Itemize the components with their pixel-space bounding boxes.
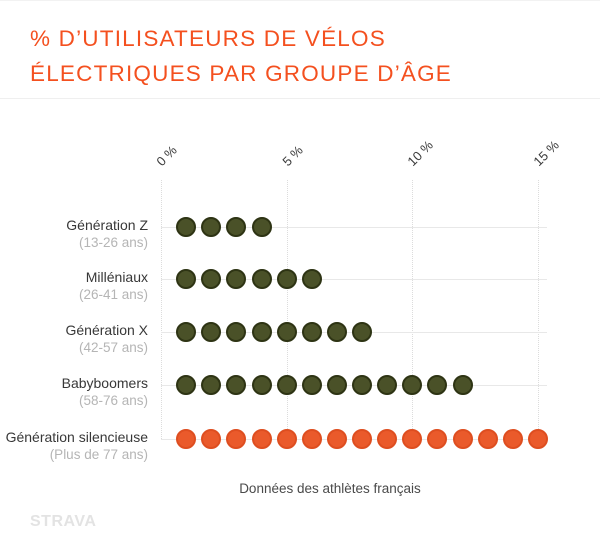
dot — [201, 322, 222, 342]
dot — [301, 375, 322, 395]
dot — [251, 429, 272, 449]
category-sublabel: (Plus de 77 ans) — [49, 447, 148, 462]
gridline-10 — [412, 180, 414, 439]
category-label: Génération X — [65, 322, 149, 338]
dot — [201, 269, 222, 289]
divider — [0, 98, 600, 99]
dot — [452, 429, 473, 449]
dot — [176, 429, 197, 449]
gridline-5 — [286, 180, 288, 439]
dot — [477, 429, 498, 449]
category-sublabel: (58-76 ans) — [78, 393, 148, 408]
dot — [301, 269, 322, 289]
category-sublabel: (42-57 ans) — [78, 340, 148, 355]
dot — [226, 217, 247, 237]
row-label: Milléniaux (26-41 ans) — [0, 269, 148, 303]
gridline-15 — [537, 180, 539, 439]
dot — [276, 269, 297, 289]
category-label: Milléniaux — [85, 269, 148, 285]
row-label: Génération silencieuse (Plus de 77 ans) — [0, 429, 148, 463]
dot — [276, 375, 297, 395]
dot — [176, 375, 197, 395]
row-baseline — [161, 227, 547, 228]
strava-logo: STRAVA — [30, 513, 97, 530]
x-axis-tick: 10 % — [404, 137, 437, 169]
chart-title-line2: ÉLECTRIQUES PAR GROUPE D’ÂGE — [30, 61, 453, 86]
dot — [251, 217, 272, 237]
dot — [402, 429, 423, 449]
dot — [502, 429, 523, 449]
dot — [427, 375, 448, 395]
dot — [251, 375, 272, 395]
x-axis-tick: 15 % — [530, 137, 562, 169]
dot — [527, 429, 548, 449]
dot — [201, 375, 222, 395]
dot — [251, 269, 272, 289]
dot — [301, 429, 322, 449]
dot — [176, 217, 197, 237]
row-label: Génération Z (13-26 ans) — [0, 217, 148, 251]
dot — [452, 375, 473, 395]
dot — [427, 429, 448, 449]
dot — [276, 429, 297, 449]
chart-title-line1: % D’UTILISATEURS DE VÉLOS — [30, 26, 386, 51]
row-label: Babyboomers (58-76 ans) — [0, 375, 148, 409]
category-label: Génération Z — [66, 217, 148, 233]
dot — [326, 375, 347, 395]
x-axis-tick: 5 % — [279, 142, 306, 169]
category-sublabel: (26-41 ans) — [78, 287, 148, 302]
chart-caption: Données des athlètes français — [239, 481, 421, 496]
dot — [301, 322, 322, 342]
dot — [201, 217, 222, 237]
dot — [377, 375, 398, 395]
dot — [326, 429, 347, 449]
chart-title: % D’UTILISATEURS DE VÉLOS ÉLECTRIQUES PA… — [30, 21, 452, 91]
dot — [201, 429, 222, 449]
dot — [226, 375, 247, 395]
dot — [226, 269, 247, 289]
dot — [226, 322, 247, 342]
dot — [251, 322, 272, 342]
category-label: Génération silencieuse — [5, 429, 148, 445]
dot — [276, 322, 297, 342]
dot — [352, 375, 373, 395]
dot — [176, 269, 197, 289]
dot — [226, 429, 247, 449]
dot — [352, 429, 373, 449]
category-sublabel: (13-26 ans) — [78, 235, 148, 250]
row-label: Génération X (42-57 ans) — [0, 322, 149, 356]
dot — [402, 375, 423, 395]
category-label: Babyboomers — [61, 375, 148, 391]
gridline-0 — [161, 180, 162, 439]
dot — [377, 429, 398, 449]
row-baseline — [161, 279, 547, 280]
dot — [326, 322, 347, 342]
dot — [352, 322, 373, 342]
x-axis-tick: 0 % — [153, 142, 180, 169]
dot — [176, 322, 197, 342]
